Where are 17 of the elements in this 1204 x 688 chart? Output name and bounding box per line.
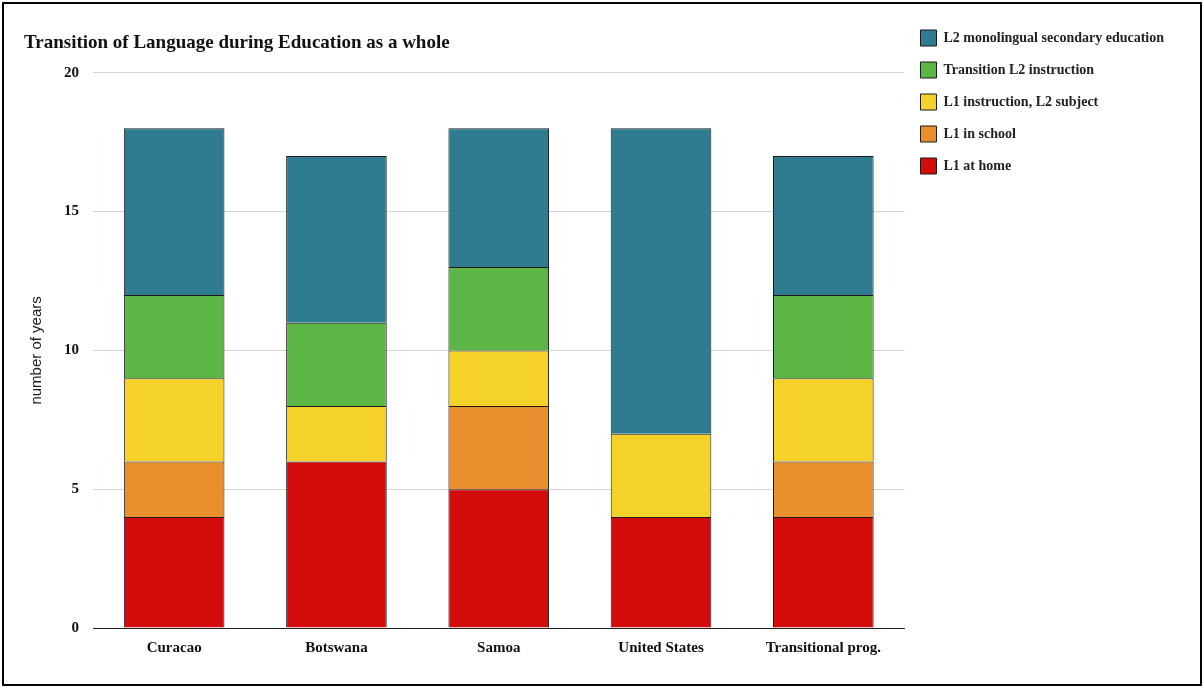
y-tick-label: 10: [64, 341, 79, 358]
y-tick-label: 15: [64, 202, 79, 219]
legend-label: L1 instruction, L2 subject: [943, 93, 1099, 109]
x-tick-label: Transitional prog.: [765, 638, 882, 655]
x-tick-label: Botswana: [305, 638, 369, 655]
legend-label: L2 monolingual secondary education: [943, 29, 1165, 45]
legend-label: L1 in school: [943, 125, 1016, 141]
y-tick-label: 20: [64, 63, 79, 80]
legend-label: L1 at home: [943, 157, 1012, 173]
x-tick-label: United States: [618, 638, 704, 655]
x-tick-label: Samoa: [477, 638, 521, 655]
y-axis-title: number of years: [27, 296, 45, 405]
x-tick-label: Curacao: [146, 638, 202, 655]
y-tick-label: 0: [71, 618, 79, 635]
legend-label: Transition L2 instruction: [943, 61, 1095, 77]
y-tick-label: 5: [71, 480, 79, 497]
chart-title: Transition of Language during Education as a whole: [24, 31, 450, 53]
